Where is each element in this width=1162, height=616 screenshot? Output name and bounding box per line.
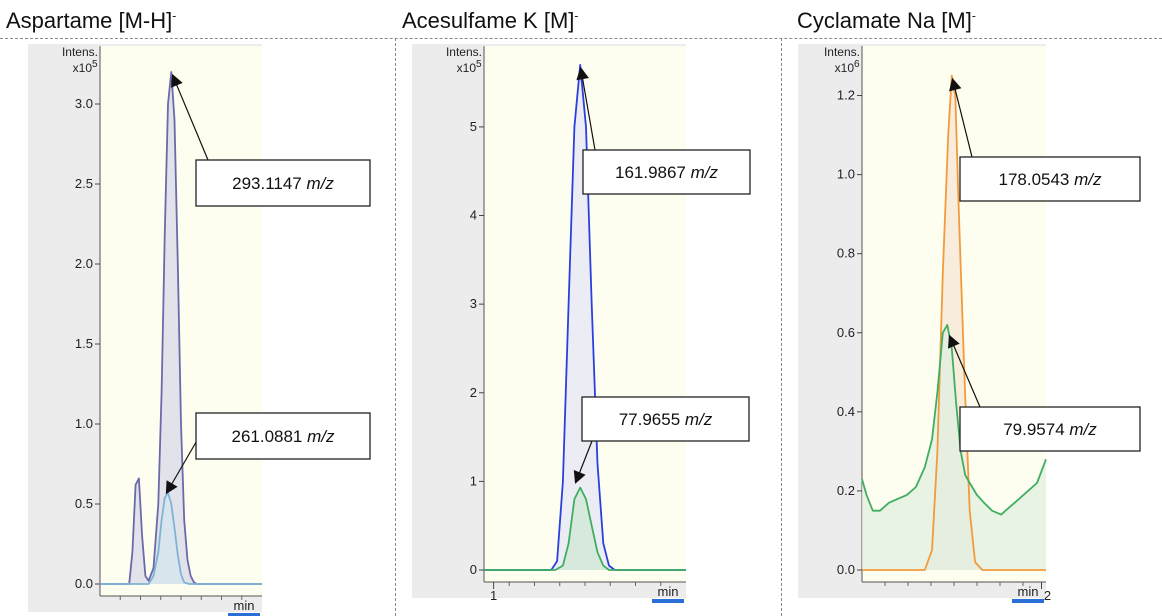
y-tick-label: 2.0 [75, 256, 93, 271]
y-axis-label: Intens. [446, 45, 482, 59]
y-tick-label: 0.0 [75, 576, 93, 591]
y-axis-label: Intens. [824, 45, 860, 59]
x-tick-label: 2 [1044, 588, 1051, 603]
annotation-arrow-line [175, 82, 209, 161]
chart-panel-0: 0.0 0.5 1.0 1.5 2.0 2.5 3.0 Intens. x10 5 min 293.1… [28, 44, 371, 616]
y-axis-label: Intens. [62, 45, 98, 59]
annotation-label: 79.9574 m/z [1003, 420, 1097, 439]
annotation-mz-value: 79.9574 [1003, 420, 1069, 439]
y-tick-label: 3.0 [75, 96, 93, 111]
panel-title-text: Acesulfame K [M] [402, 8, 575, 33]
series-line-0 [484, 64, 686, 571]
annotation-arrow-line [581, 76, 596, 151]
panel-title-aspartame: Aspartame [M-H]- [6, 8, 176, 34]
annotation-mz-unit: m/z [1074, 170, 1102, 189]
annotation-label: 293.1147 m/z [232, 174, 334, 193]
annotation-box [581, 396, 750, 442]
y-tick-label: 1.0 [75, 416, 93, 431]
y-tick-label: 2 [470, 385, 477, 400]
y-multiplier: x10 [835, 61, 855, 75]
panel-divider [395, 38, 396, 616]
annotation-label: 178.0543 m/z [998, 170, 1102, 189]
panel-divider [781, 38, 782, 616]
annotation-mz-value: 178.0543 [998, 170, 1074, 189]
y-tick-label: 2.5 [75, 176, 93, 191]
annotation-arrow-line [954, 87, 973, 158]
y-tick-label: 0.8 [837, 246, 855, 261]
annotation-label: 77.9655 m/z [619, 410, 713, 429]
series-fill-1 [484, 487, 686, 570]
annotation-mz-unit: m/z [306, 174, 334, 193]
y-tick-label: 5 [470, 119, 477, 134]
annotation-arrowhead [171, 73, 183, 88]
y-multiplier-exponent: 5 [92, 59, 98, 70]
annotation-arrowhead [573, 470, 586, 484]
annotation-arrowhead [948, 334, 960, 349]
annotation-box [195, 412, 371, 460]
y-tick-label: 0.5 [75, 496, 93, 511]
chart-panel-2: 0.0 0.2 0.4 0.6 0.8 1.0 1.2 2 Intens. x10 6 min 178.… [798, 44, 1141, 603]
y-multiplier-exponent: 6 [854, 59, 860, 70]
y-tick-label: 0.2 [837, 483, 855, 498]
y-tick-label: 3 [470, 296, 477, 311]
x-unit-bar [228, 613, 260, 616]
annotation-box [195, 159, 371, 207]
series-line-1 [861, 324, 1047, 516]
panel-title-text: Cyclamate Na [M] [797, 8, 972, 33]
annotation-arrow-line [578, 440, 593, 475]
x-unit-label: min [234, 598, 255, 613]
annotation-label: 261.0881 m/z [231, 427, 335, 446]
panel-title-sup: - [172, 8, 177, 23]
y-multiplier: x10 [73, 61, 93, 75]
annotation-mz-unit: m/z [1069, 420, 1097, 439]
series-line-1 [484, 486, 686, 571]
annotation-mz-unit: m/z [685, 410, 713, 429]
series-line-1 [100, 491, 262, 585]
series-line-0 [100, 71, 262, 585]
annotation-mz-unit: m/z [307, 427, 335, 446]
y-tick-label: 0.0 [837, 562, 855, 577]
annotation-arrowhead [576, 66, 589, 81]
series-fill-0 [484, 64, 686, 571]
x-unit-label: min [658, 584, 679, 599]
y-tick-label: 4 [470, 208, 477, 223]
y-tick-label: 0.4 [837, 404, 855, 419]
annotation-label: 161.9867 m/z [615, 163, 719, 182]
y-multiplier-exponent: 5 [476, 59, 482, 70]
x-unit-label: min [1018, 584, 1039, 599]
annotation-mz-value: 293.1147 [232, 174, 306, 193]
panel-title-sup: - [574, 8, 579, 23]
y-tick-label: 1 [470, 473, 477, 488]
panel-title-acesulfame: Acesulfame K [M]- [402, 8, 578, 34]
x-unit-bar [1012, 599, 1044, 603]
annotation-box [959, 406, 1141, 452]
y-tick-label: 0 [470, 562, 477, 577]
annotation-mz-value: 77.9655 [619, 410, 685, 429]
panel-title-text: Aspartame [M-H] [6, 8, 173, 33]
annotation-mz-unit: m/z [691, 163, 719, 182]
y-tick-label: 0.6 [837, 325, 855, 340]
panel-title-sup: - [971, 8, 976, 23]
y-tick-label: 1.2 [837, 88, 855, 103]
panel-title-cyclamate: Cyclamate Na [M]- [797, 8, 976, 34]
annotation-arrowhead [949, 77, 962, 92]
series-fill-1 [862, 324, 1046, 570]
y-tick-label: 1.5 [75, 336, 93, 351]
title-divider [0, 38, 1162, 39]
x-unit-bar [652, 599, 684, 603]
y-tick-label: 1.0 [837, 167, 855, 182]
series-fill-0 [100, 72, 262, 584]
series-fill-0 [862, 75, 1046, 571]
y-multiplier: x10 [457, 61, 477, 75]
annotation-box [582, 149, 751, 195]
annotation-box [959, 156, 1141, 202]
annotation-mz-value: 261.0881 [231, 427, 307, 446]
annotation-arrow-line [952, 343, 981, 408]
annotation-mz-value: 161.9867 [615, 163, 691, 182]
annotation-arrowhead [165, 480, 178, 495]
x-tick-label: 1 [490, 588, 497, 603]
